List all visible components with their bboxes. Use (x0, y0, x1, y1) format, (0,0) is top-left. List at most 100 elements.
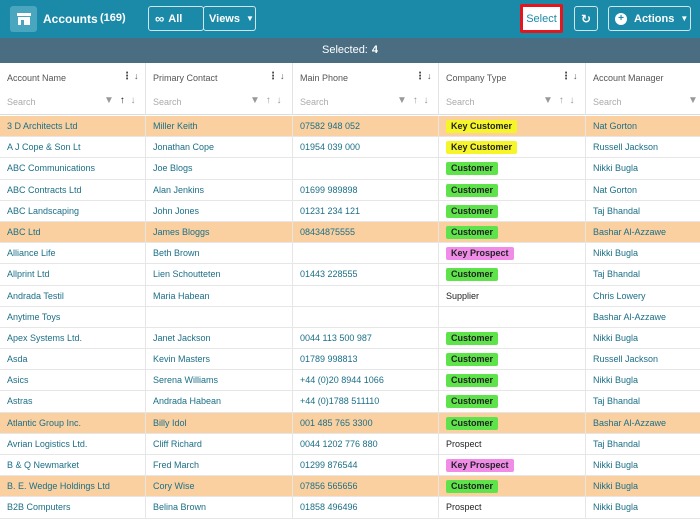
account-name-cell[interactable]: Asda (0, 349, 146, 371)
table-row[interactable]: Allprint Ltd Lien Schoutteten 01443 228555… (0, 264, 700, 286)
company-type-cell[interactable]: Key Customer (439, 137, 586, 159)
account-manager-cell[interactable]: Taj Bhandal (593, 438, 641, 449)
account-manager-cell[interactable]: Bashar Al-Azzawe (593, 417, 667, 428)
account-name-cell[interactable]: 3 D Architects Ltd (0, 116, 146, 137)
account-name-cell[interactable]: ABC Communications (0, 158, 146, 180)
account-name-cell[interactable]: B & Q Newmarket (0, 455, 146, 476)
company-type-cell[interactable]: Customer (439, 221, 586, 243)
table-row[interactable]: Andrada Testil Maria Habean Supplier Chris … (0, 285, 700, 307)
account-manager-cell[interactable]: Taj Bhandal (593, 205, 641, 216)
company-type-cell[interactable]: Key Customer (439, 116, 586, 137)
primary-contact-cell[interactable] (146, 306, 293, 328)
table-row[interactable]: ABC Contracts Ltd Alan Jenkins 01699 98989… (0, 179, 700, 201)
search-input[interactable]: Search (593, 97, 622, 107)
account-manager-cell[interactable]: Nikki Bugla (593, 502, 639, 513)
all-filter-button[interactable]: ∞ All (148, 6, 204, 31)
sort-up-icon[interactable]: ↑ (119, 95, 125, 106)
column-header-account-name[interactable]: Account Name ⋮ ↓ Search ▼ ↑ ↓ (0, 63, 146, 115)
table-row[interactable]: A J Cope & Son Lt Jonathan Cope 01954 039 … (0, 137, 700, 159)
search-input[interactable]: Search (446, 97, 475, 107)
table-row[interactable]: 3 D Architects Ltd Miller Keith 07582 948 … (0, 116, 700, 138)
account-manager-cell[interactable]: Bashar Al-Azzawe (593, 311, 667, 322)
filter-icon[interactable]: ▼ (104, 95, 114, 106)
main-phone-cell[interactable]: 07582 948 052 (293, 116, 439, 137)
account-manager-cell[interactable]: Taj Bhandal (593, 396, 641, 407)
company-type-cell[interactable]: Customer (439, 327, 586, 349)
company-type-cell[interactable]: Customer (439, 370, 586, 392)
main-phone-cell[interactable]: 01858 496496 (293, 497, 439, 519)
primary-contact-cell[interactable]: Serena Williams (146, 370, 293, 392)
account-name-cell[interactable]: Avrian Logistics Ltd. (0, 433, 146, 455)
account-name-cell[interactable]: Asics (0, 370, 146, 392)
account-name-cell[interactable]: B. E. Wedge Holdings Ltd (0, 476, 146, 498)
table-row[interactable]: B & Q Newmarket Fred March 01299 876544 Key… (0, 455, 700, 477)
account-name-cell[interactable]: ABC Landscaping (0, 200, 146, 222)
main-phone-cell[interactable]: 0044 1202 776 880 (293, 433, 439, 455)
search-input[interactable]: Search (7, 97, 36, 107)
main-phone-cell[interactable] (293, 306, 439, 328)
primary-contact-cell[interactable]: Janet Jackson (146, 327, 293, 349)
account-manager-cell[interactable]: Russell Jackson (593, 142, 659, 153)
table-row[interactable]: B. E. Wedge Holdings Ltd Cory Wise 07856 5… (0, 476, 700, 498)
main-phone-cell[interactable]: 01443 228555 (293, 264, 439, 286)
table-row[interactable]: ABC Landscaping John Jones 01231 234 121 Cu… (0, 200, 700, 222)
company-type-cell[interactable]: Customer (439, 158, 586, 180)
table-row[interactable]: Astras Andrada Habean +44 (0)1788 511110 Cu… (0, 391, 700, 413)
sort-down-icon[interactable]: ↓ (130, 95, 136, 106)
views-button[interactable]: Views ▼ (203, 6, 256, 31)
primary-contact-cell[interactable]: Joe Blogs (146, 158, 293, 180)
sort-down-icon[interactable]: ↓ (573, 71, 578, 81)
account-name-cell[interactable]: Alliance Life (0, 243, 146, 265)
search-input[interactable]: Search (153, 97, 182, 107)
main-phone-cell[interactable] (293, 285, 439, 307)
company-type-cell[interactable]: Key Prospect (439, 243, 586, 265)
main-phone-cell[interactable]: +44 (0)1788 511110 (293, 391, 439, 413)
sort-down-icon[interactable]: ↓ (276, 95, 282, 106)
table-row[interactable]: Asda Kevin Masters 01789 998813 Customer Rus… (0, 349, 700, 371)
select-button[interactable]: Select (520, 4, 563, 33)
primary-contact-cell[interactable]: Alan Jenkins (146, 179, 293, 201)
main-phone-cell[interactable] (293, 243, 439, 265)
account-name-cell[interactable]: Allprint Ltd (0, 264, 146, 286)
main-phone-cell[interactable] (293, 158, 439, 180)
account-manager-cell[interactable]: Bashar Al-Azzawe (593, 226, 667, 237)
table-row[interactable]: Alliance Life Beth Brown Key Prospect Nikki… (0, 243, 700, 265)
column-header-company-type[interactable]: Company Type ⋮ ↓ Search ▼ ↑ ↓ (439, 63, 586, 115)
account-name-cell[interactable]: Andrada Testil (0, 285, 146, 307)
company-type-cell[interactable]: Customer (439, 179, 586, 201)
account-manager-cell[interactable]: Nikki Bugla (593, 332, 639, 343)
account-name-cell[interactable]: ABC Ltd (0, 221, 146, 243)
account-name-cell[interactable]: Astras (0, 391, 146, 413)
filter-icon[interactable]: ▼ (250, 95, 260, 106)
account-name-cell[interactable]: Apex Systems Ltd. (0, 327, 146, 349)
primary-contact-cell[interactable]: Maria Habean (146, 285, 293, 307)
primary-contact-cell[interactable]: Lien Schoutteten (146, 264, 293, 286)
company-type-cell[interactable]: Customer (439, 264, 586, 286)
table-row[interactable]: ABC Ltd James Bloggs 08434875555 Customer Ba… (0, 221, 700, 244)
account-name-cell[interactable]: B2B Computers (0, 497, 146, 519)
table-row[interactable]: Apex Systems Ltd. Janet Jackson 0044 113 5… (0, 327, 700, 350)
primary-contact-cell[interactable]: Cory Wise (146, 476, 293, 498)
sort-down-icon[interactable]: ↓ (569, 95, 575, 106)
column-header-primary-contact[interactable]: Primary Contact ⋮ ↓ Search ▼ ↑ ↓ (146, 63, 293, 115)
table-row[interactable]: Asics Serena Williams +44 (0)20 8944 1066 C… (0, 370, 700, 392)
account-manager-cell[interactable]: Nikki Bugla (593, 375, 639, 386)
company-type-cell[interactable]: Prospect (439, 433, 586, 455)
primary-contact-cell[interactable]: Fred March (146, 455, 293, 476)
company-type-cell[interactable]: Customer (439, 476, 586, 498)
company-type-cell[interactable]: Customer (439, 412, 586, 434)
table-row[interactable]: Atlantic Group Inc. Billy Idol 001 485 765… (0, 412, 700, 434)
account-manager-cell[interactable]: Nikki Bugla (593, 460, 639, 470)
main-phone-cell[interactable]: 01699 989898 (293, 179, 439, 201)
account-name-cell[interactable]: A J Cope & Son Lt (0, 137, 146, 159)
column-header-account-manager[interactable]: Account Manager Search ▼ (586, 63, 700, 115)
search-input[interactable]: Search (300, 97, 329, 107)
main-phone-cell[interactable]: +44 (0)20 8944 1066 (293, 370, 439, 392)
primary-contact-cell[interactable]: Kevin Masters (146, 349, 293, 371)
column-header-main-phone[interactable]: Main Phone ⋮ ↓ Search ▼ ↑ ↓ (293, 63, 439, 115)
company-type-cell[interactable] (439, 306, 586, 328)
main-phone-cell[interactable]: 01789 998813 (293, 349, 439, 371)
sort-down-icon[interactable]: ↓ (280, 71, 285, 81)
filter-icon[interactable]: ▼ (688, 95, 698, 106)
account-manager-cell[interactable]: Chris Lowery (593, 290, 646, 301)
